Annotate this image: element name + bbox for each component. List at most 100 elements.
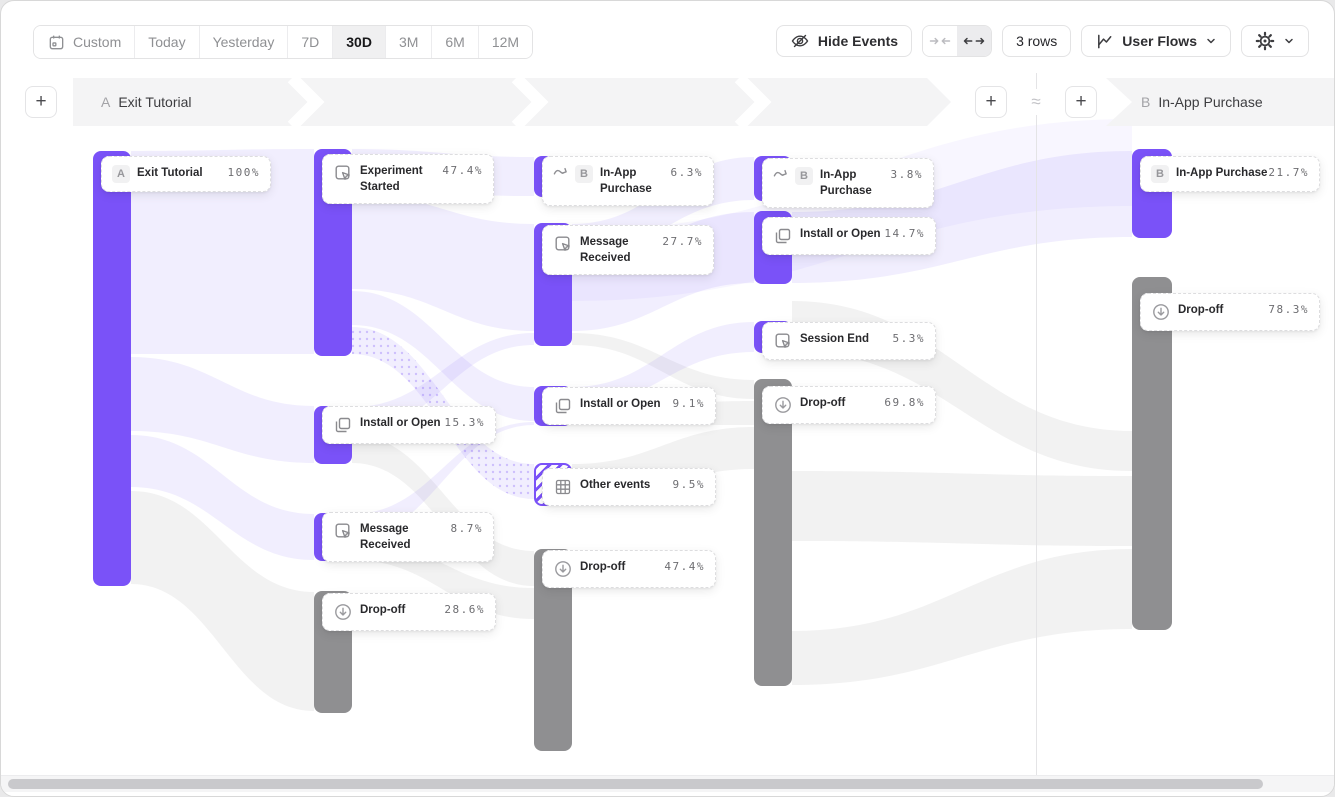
flow-ribbon: [792, 549, 1132, 685]
copy-icon: [553, 396, 573, 416]
flow-ribbon: [352, 194, 534, 331]
flow-bar-exit-tutorial[interactable]: [93, 151, 131, 586]
step-a-label: A Exit Tutorial: [101, 94, 192, 110]
expand-columns-button[interactable]: [957, 26, 992, 56]
node-value: 15.3%: [444, 416, 485, 429]
date-range-3m[interactable]: 3M: [384, 26, 432, 58]
horizontal-scrollbar-thumb[interactable]: [8, 779, 1263, 789]
toolbar-right: Hide Events 3 rows User Flows: [775, 25, 1309, 57]
flow-node-exit-tutorial[interactable]: A Exit Tutorial 100%: [101, 156, 271, 192]
flow-ribbon: [131, 435, 314, 560]
flow-node-other-events-3[interactable]: Other events 9.5%: [542, 468, 716, 506]
copy-icon: [333, 415, 353, 435]
calendar-icon: [47, 33, 66, 52]
node-value: 21.7%: [1268, 166, 1309, 179]
date-range-7d[interactable]: 7D: [287, 26, 333, 58]
date-range-today[interactable]: Today: [134, 26, 199, 58]
chart-type-dropdown[interactable]: User Flows: [1081, 25, 1231, 57]
node-value: 8.7%: [450, 522, 483, 535]
collapse-columns-button[interactable]: [923, 26, 958, 56]
flow-bar-drop-off-b[interactable]: [1132, 277, 1172, 630]
node-label: Session End: [800, 333, 870, 345]
flow-node-install-or-open-2[interactable]: Install or Open 15.3%: [322, 406, 496, 444]
spacing-toggle: [922, 25, 993, 57]
add-step-button-left[interactable]: +: [25, 86, 57, 118]
flow-ribbon: [352, 291, 534, 421]
copy-icon: [773, 226, 793, 246]
node-label: Install or Open: [580, 398, 661, 410]
approx-separator: ≈: [1023, 89, 1049, 115]
flow-node-in-app-purchase-b[interactable]: B In-App Purchase 21.7%: [1140, 156, 1320, 192]
event-icon: [553, 234, 573, 254]
node-label: In-App Purchase: [600, 167, 652, 195]
gear-icon: [1255, 31, 1275, 51]
flow-node-install-or-open-3[interactable]: Install or Open 9.1%: [542, 387, 716, 425]
node-value: 100%: [227, 166, 260, 179]
hide-events-label: Hide Events: [817, 33, 899, 49]
flow-node-message-received-3[interactable]: Message Received 27.7%: [542, 225, 714, 275]
rows-button[interactable]: 3 rows: [1002, 25, 1072, 57]
event-icon: [773, 331, 793, 351]
add-step-button-middle[interactable]: +: [975, 86, 1007, 118]
date-range-30d[interactable]: 30D: [332, 26, 385, 58]
node-value: 47.4%: [442, 164, 483, 177]
flow-ribbon: [131, 491, 314, 711]
flow-node-experiment-started[interactable]: Experiment Started 47.4%: [322, 154, 494, 204]
node-value: 69.8%: [884, 396, 925, 409]
flow-node-install-or-open-4[interactable]: Install or Open 14.7%: [762, 217, 936, 255]
event-icon: [333, 163, 353, 183]
date-range-6m[interactable]: 6M: [431, 26, 478, 58]
grid-icon: [553, 477, 573, 497]
flow-ribbon: [792, 471, 1132, 546]
node-value: 9.1%: [672, 397, 705, 410]
flow-ribbon: [131, 357, 314, 463]
node-value: 14.7%: [884, 227, 925, 240]
flow-node-in-app-purchase-4[interactable]: B In-App Purchase 3.8%: [762, 158, 934, 208]
arrows-collapse-icon: [929, 33, 951, 49]
step-badge-b: B: [1151, 165, 1169, 183]
settings-dropdown[interactable]: [1241, 25, 1309, 57]
flow-node-drop-off-4[interactable]: Drop-off 69.8%: [762, 386, 936, 424]
date-range-12m[interactable]: 12M: [477, 26, 533, 58]
date-range-yesterday[interactable]: Yesterday: [198, 26, 288, 58]
node-label: Install or Open: [800, 228, 881, 240]
node-label: Message Received: [580, 236, 631, 264]
node-value: 47.4%: [664, 560, 705, 573]
dropoff-icon: [1151, 302, 1171, 322]
flow-node-drop-off-2[interactable]: Drop-off 28.6%: [322, 593, 496, 631]
node-value: 9.5%: [672, 478, 705, 491]
node-label: Install or Open: [360, 417, 441, 429]
flow-node-in-app-purchase-3[interactable]: B In-App Purchase 6.3%: [542, 156, 714, 206]
step-a-letter: A: [101, 94, 111, 110]
step-badge-b: B: [795, 167, 813, 185]
node-label: Experiment Started: [360, 165, 423, 193]
node-value: 3.8%: [890, 168, 923, 181]
step-b-label: B In-App Purchase: [1141, 94, 1263, 110]
node-label: In-App Purchase: [1176, 167, 1268, 179]
hide-events-button[interactable]: Hide Events: [775, 25, 913, 57]
flow-node-message-received-2[interactable]: Message Received 8.7%: [322, 512, 494, 562]
flow-node-session-end-4[interactable]: Session End 5.3%: [762, 322, 936, 360]
node-value: 78.3%: [1268, 303, 1309, 316]
horizontal-scrollbar: [1, 775, 1334, 792]
flow-node-drop-off-b[interactable]: Drop-off 78.3%: [1140, 293, 1320, 331]
skip-steps-icon: [553, 165, 568, 177]
rows-label: 3 rows: [1016, 33, 1058, 49]
node-label: Drop-off: [580, 561, 626, 573]
node-label: Drop-off: [360, 604, 406, 616]
node-label: Message Received: [360, 523, 411, 551]
chart-type-label: User Flows: [1122, 33, 1197, 49]
flow-node-drop-off-3[interactable]: Drop-off 47.4%: [542, 550, 716, 588]
skip-steps-icon: [773, 167, 788, 179]
node-label: Drop-off: [1178, 304, 1224, 316]
left-step-band: [73, 78, 951, 126]
toolbar: Custom Today Yesterday 7D 30D 3M 6M 12M Hide Ev…: [1, 1, 1334, 73]
panel-divider: [1036, 73, 1037, 779]
step-b-letter: B: [1141, 94, 1151, 110]
node-label: Exit Tutorial: [137, 167, 203, 179]
add-step-button-right[interactable]: +: [1065, 86, 1097, 118]
flow-bar-drop-off-4[interactable]: [754, 379, 792, 686]
dropoff-icon: [553, 559, 573, 579]
chevron-down-icon: [1283, 35, 1295, 47]
date-range-custom[interactable]: Custom: [34, 26, 135, 58]
